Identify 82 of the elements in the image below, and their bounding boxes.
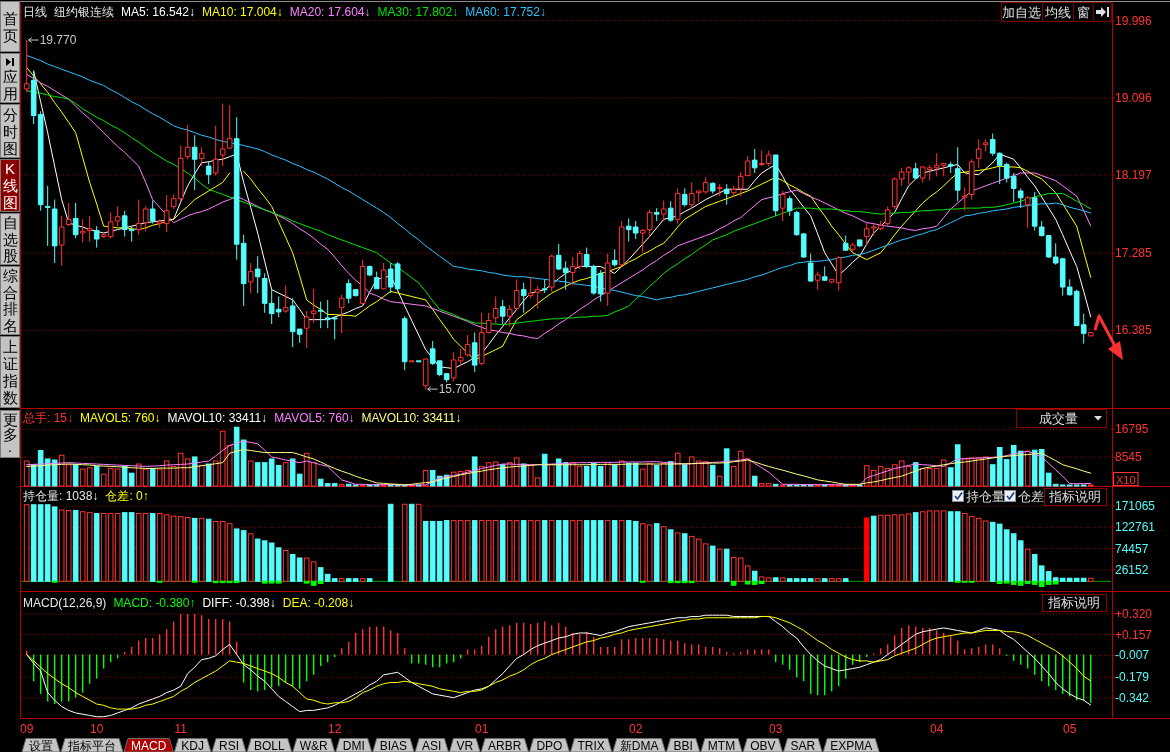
annotation: 窗 [1076, 4, 1090, 20]
x-tick-label: 09 [19, 722, 34, 736]
annotation: 指标说明 [1048, 488, 1101, 504]
text: SAR [790, 738, 816, 752]
y-tick-label: -0.007 [1115, 648, 1150, 663]
y-tick-label: +0.320 [1115, 606, 1153, 621]
annotation: 持仓量 [966, 488, 1005, 504]
text: 应用 [2, 67, 18, 102]
y-tick-label: +0.157 [1115, 627, 1153, 642]
text: KDJ [181, 738, 205, 752]
x-tick-label: 03 [769, 722, 783, 736]
text: OBV [750, 738, 776, 752]
y-tick-label: 26152 [1115, 562, 1149, 577]
text: MAVOL5: 760↓ [274, 411, 355, 425]
text: K线图 [2, 159, 18, 211]
text: DMI [342, 738, 365, 752]
chart-title: 日线 [23, 5, 47, 19]
text: DPO [536, 738, 563, 752]
annotation: 19.770 [39, 33, 77, 48]
annotation: 均线 [1043, 4, 1071, 20]
annotation: 成交量 [1038, 410, 1078, 426]
y-tick-label: 16795 [1115, 422, 1149, 437]
text: BBI [673, 738, 693, 752]
annotation: MAVOL10: 33411↓ [167, 411, 268, 425]
text: VR [456, 738, 474, 752]
text: MA10: 17.004↓ [202, 5, 283, 19]
text: RSI [219, 738, 240, 752]
chart-title: 持仓量: 1038↓ [23, 489, 99, 503]
y-tick-label: 19.096 [1115, 90, 1153, 105]
y-tick-label: 171065 [1115, 499, 1156, 514]
text: 设置 [29, 738, 53, 752]
text: MACD [131, 738, 167, 752]
text: MA30: 17.802↓ [377, 5, 459, 19]
text: 综合排名 [2, 266, 18, 334]
chart-subtitle: 仓差: 0↑ [105, 489, 149, 503]
text: DIFF: -0.398↓ [202, 596, 276, 610]
x-tick-label: 01 [475, 722, 489, 736]
annotation: MAVOL5: 760↓ [80, 411, 161, 425]
text: MA60: 17.752↓ [465, 5, 546, 19]
text: TRIX [577, 738, 605, 752]
y-axis-title: X10 [1116, 473, 1136, 486]
y-tick-label: 122761 [1115, 520, 1156, 535]
text: MAVOL10: 33411↓ [361, 411, 462, 425]
text: BIAS [379, 738, 408, 752]
y-tick-label: 18.197 [1115, 167, 1153, 182]
y-tick-label: -0.179 [1115, 670, 1150, 685]
text: MTM [707, 738, 736, 752]
text: DEA: -0.208↓ [282, 596, 355, 610]
annotation: 15.700 [438, 382, 476, 397]
text: MA5: 16.542↓ [121, 5, 196, 19]
annotation: 仓差 [1018, 488, 1044, 504]
text: ARBR [488, 738, 522, 752]
chart-title: MACD(12,26,9) [23, 596, 107, 610]
text: 首页 [2, 9, 18, 43]
x-tick-label: 05 [1063, 722, 1077, 736]
chart-title: 总手: 15↓ [22, 411, 74, 425]
text: 指标平台 [67, 738, 116, 752]
y-tick-label: 17.285 [1115, 246, 1153, 261]
text: 上证指数 [1, 337, 18, 406]
x-tick-label: 04 [930, 722, 944, 736]
x-tick-label: 11 [174, 722, 188, 736]
text: BOLL [254, 738, 286, 752]
text: 自选股 [2, 213, 18, 264]
y-tick-label: 8545 [1115, 450, 1143, 465]
y-tick-label: 19.996 [1115, 13, 1153, 28]
x-tick-label: 12 [328, 722, 342, 736]
text: EXPMA [830, 738, 873, 752]
annotation: 加自选 [1002, 4, 1041, 20]
x-tick-label: 02 [629, 722, 643, 736]
text: MA20: 17.604↓ [289, 5, 371, 19]
x-tick-label: 10 [89, 722, 104, 736]
chart-subtitle: 纽约银连续 [54, 5, 114, 19]
y-tick-label: 74457 [1115, 541, 1149, 556]
annotation: 指标说明 [1047, 594, 1100, 610]
text: W&R [299, 738, 329, 752]
text: 分时图 [2, 105, 18, 156]
series-label: MACD: -0.380↑ [113, 596, 196, 610]
y-tick-label: -0.342 [1115, 690, 1150, 705]
text: 新DMA [619, 738, 659, 752]
text: 更多· [2, 410, 18, 457]
y-tick-label: 16.385 [1115, 323, 1153, 338]
text: ASI [422, 738, 442, 752]
